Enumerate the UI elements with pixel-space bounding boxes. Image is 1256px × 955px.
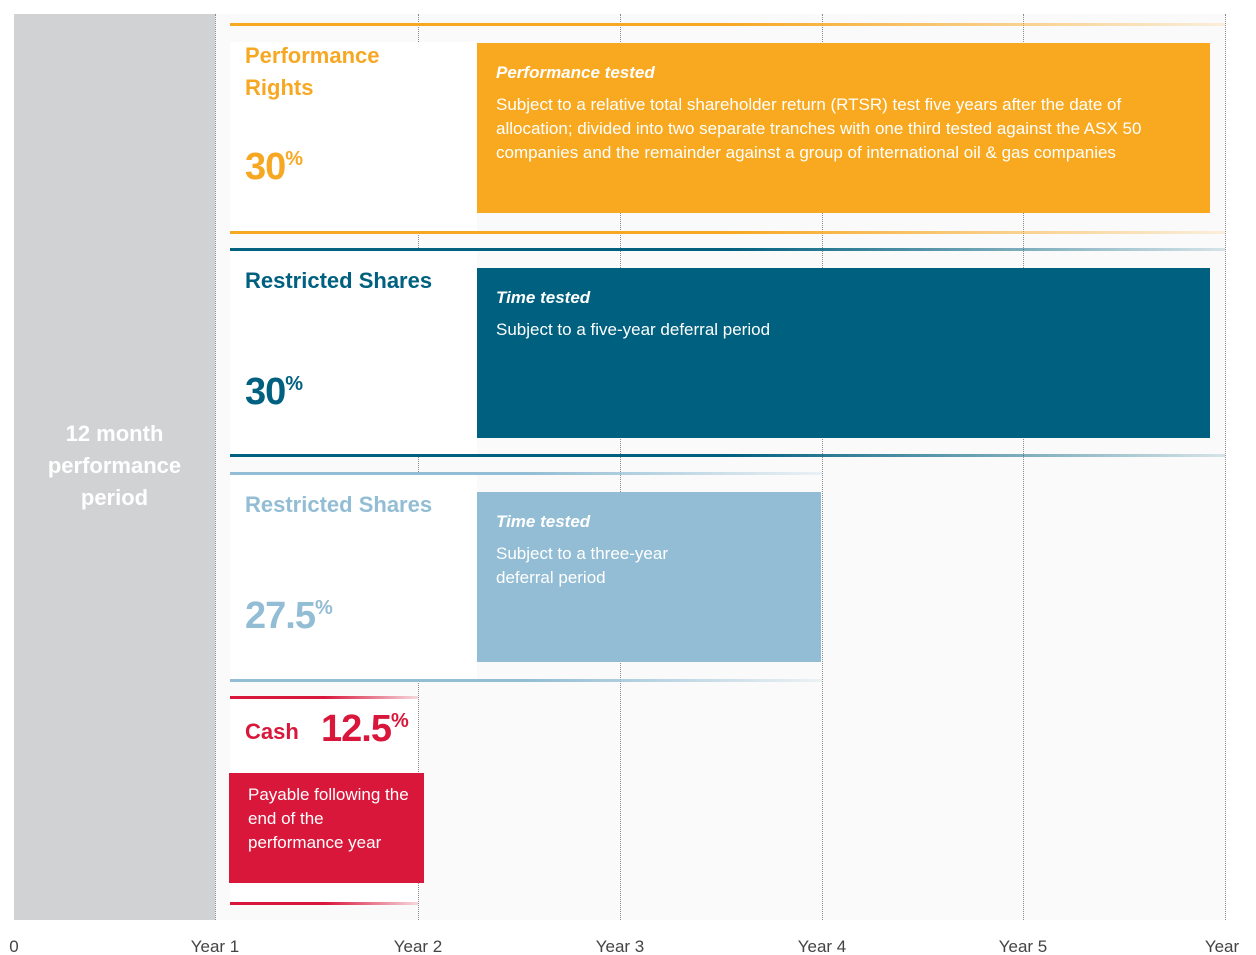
year-gridline [215, 14, 216, 920]
axis-label: Year 3 [595, 937, 645, 955]
component-box: Time tested Subject to a five-year defer… [477, 268, 1210, 438]
axis-label: Year 1 [190, 937, 240, 955]
section-rule [230, 472, 822, 475]
component-title: Cash [245, 719, 299, 744]
component-title: Performance Rights [245, 43, 380, 100]
section-rule [230, 902, 418, 905]
percent-sign: % [390, 710, 409, 732]
percent-sign: % [314, 597, 333, 619]
axis-label: Year 5 [998, 937, 1048, 955]
box-text: Subject to a three-year deferral period [496, 544, 668, 587]
year-gridline [1225, 14, 1226, 920]
year-gridline [418, 14, 419, 920]
box-text: Payable following the end of the perform… [248, 785, 409, 852]
percent-value: 12.5 [321, 708, 392, 750]
component-box: Performance tested Subject to a relative… [477, 43, 1210, 213]
box-heading: Time tested [496, 512, 591, 531]
component-percent: 12.5% [321, 708, 409, 751]
axis-label: Year 6 [1204, 937, 1240, 955]
section-rule [230, 23, 1225, 26]
component-title: Restricted Shares [245, 492, 433, 517]
section-rule [230, 454, 1225, 457]
percent-sign: % [285, 148, 304, 170]
component-box: Time tested Subject to a three-year defe… [477, 492, 821, 662]
percent-value: 30 [245, 146, 286, 188]
box-heading: Performance tested [496, 63, 655, 82]
section-panel [230, 475, 477, 679]
axis-label: Year 4 [797, 937, 847, 955]
section-rule [230, 696, 418, 699]
section-rule [230, 248, 1225, 251]
section-rule [230, 679, 822, 682]
component-title: Restricted Shares [245, 268, 433, 293]
box-heading: Time tested [496, 288, 591, 307]
axis-label: Year 2 [393, 937, 443, 955]
percent-sign: % [285, 373, 304, 395]
year-gridline [1023, 14, 1024, 920]
section-panel [230, 251, 477, 454]
box-text: Subject to a five-year deferral period [496, 320, 771, 339]
percent-value: 30 [245, 371, 286, 413]
component-box: Payable following the end of the perform… [229, 773, 424, 883]
year-gridline [822, 14, 823, 920]
performance-period-bar [14, 14, 215, 920]
component-percent: 30% [245, 371, 303, 414]
section-panel [230, 42, 477, 232]
component-percent: 30% [245, 146, 303, 189]
year-gridline [620, 14, 621, 920]
period-label: 12 month performance period [47, 421, 182, 510]
component-percent: 27.5% [245, 595, 333, 638]
box-text: Subject to a relative total shareholder … [496, 95, 1142, 162]
percent-value: 27.5 [245, 595, 316, 637]
section-rule [230, 231, 1225, 234]
axis-label: 0 [9, 937, 19, 955]
